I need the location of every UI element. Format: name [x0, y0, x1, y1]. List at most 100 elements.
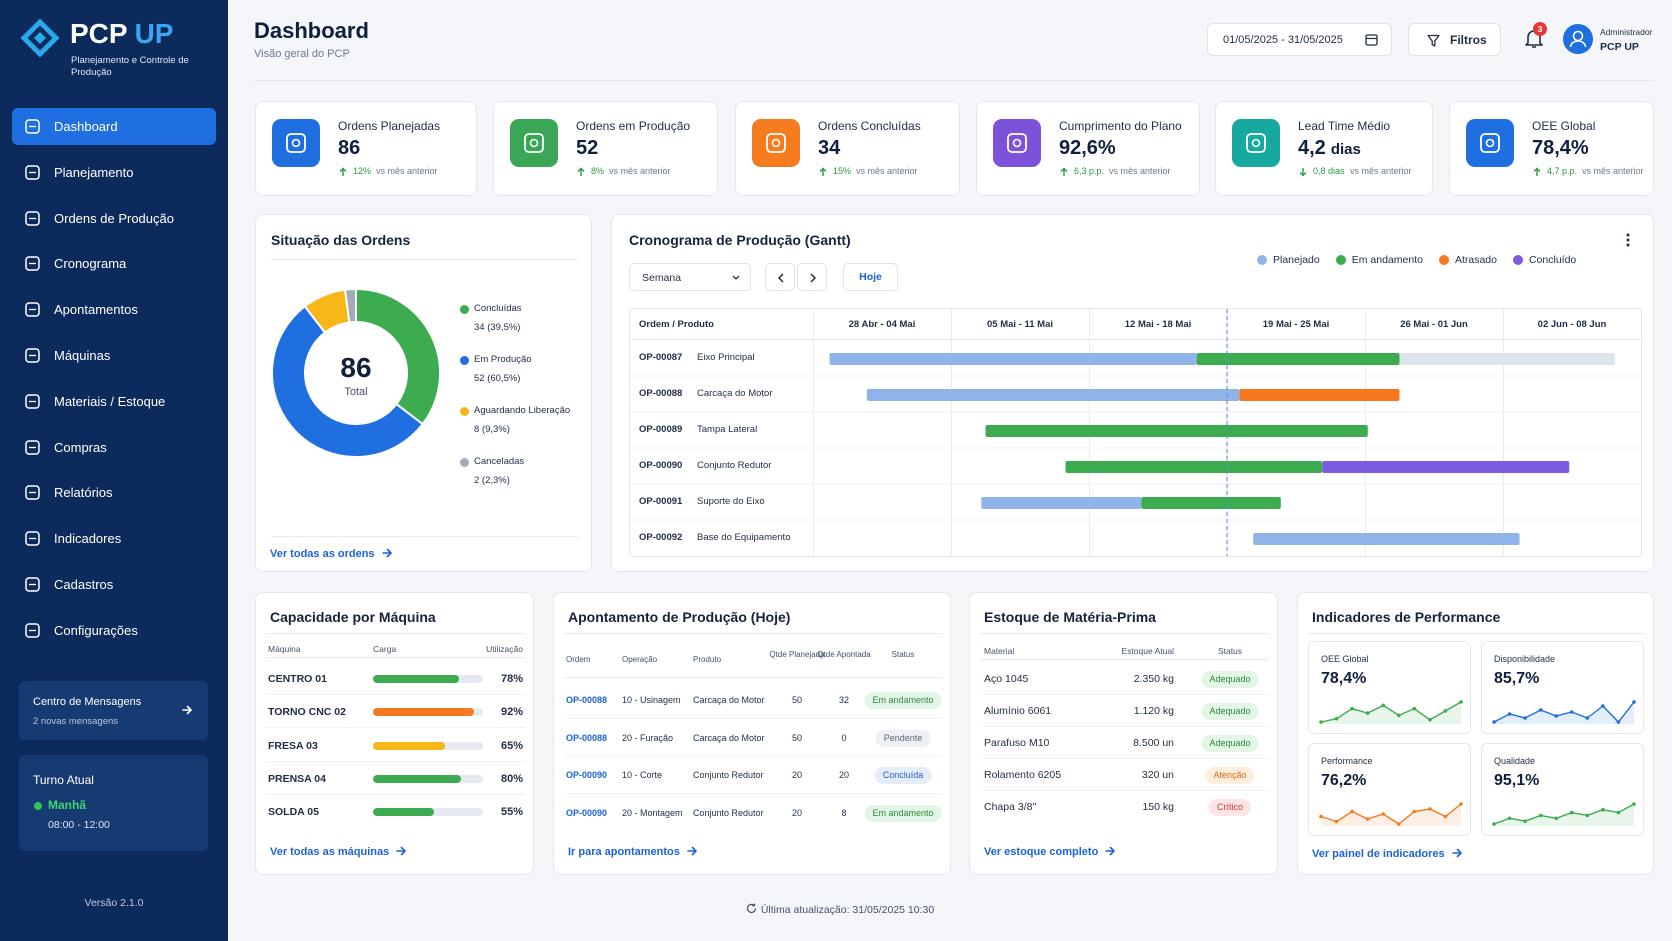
shift-dot	[34, 802, 42, 810]
menu-icon	[25, 485, 40, 501]
trend-icon	[577, 167, 585, 176]
trend-icon	[1299, 168, 1307, 177]
menu-label[interactable]: Ordens de Produção	[54, 210, 174, 226]
sparkline-point	[1585, 813, 1590, 818]
machine-name: SOLDA 05	[268, 806, 319, 819]
indicator-label: Disponibilidade	[1494, 654, 1556, 664]
divider	[271, 259, 578, 260]
shift-box: Turno Atual Manhã 08:00 - 12:00	[19, 755, 208, 851]
menu-item[interactable]: Ordens de Produção	[12, 200, 216, 237]
filters-label[interactable]: Filtros	[1450, 33, 1487, 47]
menu-label[interactable]: Cadastros	[54, 577, 114, 592]
menu-label[interactable]: Planejamento	[54, 164, 134, 180]
menu-item[interactable]: Configurações	[12, 612, 216, 649]
link-text[interactable]: Ir para apontamentos	[568, 846, 680, 858]
gantt-bar	[1065, 461, 1323, 473]
menu-item[interactable]: Indicadores	[12, 520, 216, 557]
menu-label[interactable]: Configurações	[54, 622, 138, 638]
kpi-card: Ordens Concluídas 34 15% vs mês anterior	[735, 101, 960, 196]
product-name: Conjunto Redutor	[697, 460, 772, 471]
menu-item[interactable]: Compras	[12, 429, 216, 466]
arrow-icon	[1451, 848, 1462, 858]
menu-item[interactable]: Dashboard	[12, 108, 216, 145]
sparkline-point	[1443, 814, 1448, 819]
messages-box[interactable]: Centro de Mensagens 2 novas mensagens	[19, 681, 208, 740]
shift-hours: 08:00 - 12:00	[48, 819, 110, 831]
legend-dot	[1438, 255, 1449, 265]
today-button[interactable]: Hoje	[843, 263, 898, 291]
menu-icon	[25, 119, 40, 134]
kpi-icon	[1480, 133, 1500, 153]
link-text[interactable]: Ver todas as ordens	[270, 548, 375, 560]
menu-label[interactable]: Dashboard	[54, 119, 118, 134]
order-link[interactable]: OP-00090	[566, 807, 608, 818]
view-select-value[interactable]: Semana	[642, 272, 682, 284]
cell: 8	[841, 807, 847, 818]
date-picker[interactable]: 01/05/2025 - 31/05/2025	[1207, 23, 1392, 56]
column-header: Qtde Planejada	[769, 650, 825, 659]
order-link[interactable]: OP-00088	[566, 695, 608, 705]
week-label: 26 Mai - 01 Jun	[1400, 319, 1468, 330]
kpi-card: Lead Time Médio 4,2 dias 0,8 dias vs mês ant…	[1215, 101, 1433, 196]
kpi-icon	[771, 138, 781, 148]
notification-badge[interactable]: 3	[1533, 22, 1547, 36]
arrow-icon	[1105, 846, 1116, 856]
donut-segment	[355, 287, 441, 426]
menu-label[interactable]: Cronograma	[54, 256, 127, 272]
menu-label[interactable]: Relatórios	[54, 485, 113, 501]
indicator-card: Performance 76,2%	[1308, 743, 1471, 836]
view-select[interactable]: Semana	[629, 263, 751, 291]
column-header: Produto	[693, 655, 722, 664]
menu-icon	[25, 394, 40, 409]
kpi-delta-note: vs mês anterior	[376, 166, 438, 176]
menu-item[interactable]: Planejamento	[12, 154, 216, 191]
menu-item[interactable]: Materiais / Estoque	[12, 383, 216, 420]
stock-quantity: 8.500 un	[1133, 737, 1174, 749]
menu-item[interactable]: Máquinas	[12, 337, 216, 374]
order-link[interactable]: OP-00088	[566, 732, 608, 743]
bar-track	[373, 774, 483, 783]
order-link[interactable]: OP-00090	[566, 770, 608, 780]
menu-icon	[25, 119, 40, 134]
menu-label[interactable]: Compras	[54, 439, 107, 455]
menu-label[interactable]: Máquinas	[54, 348, 111, 363]
menu-item[interactable]: Cadastros	[12, 566, 216, 603]
menu-icon	[25, 165, 40, 180]
nav-button[interactable]	[797, 263, 827, 291]
kpi-label: Ordens Planejadas	[338, 119, 441, 133]
indicator-value: 78,4%	[1321, 670, 1367, 687]
week-label: 12 Mai - 18 Mai	[1124, 319, 1192, 330]
nav-button[interactable]	[765, 263, 795, 291]
divider	[266, 727, 525, 729]
gantt-bar	[1399, 353, 1615, 365]
indicator-value: 76,2%	[1321, 772, 1367, 789]
menu-icon	[25, 623, 40, 638]
menu-item[interactable]: Cronograma	[12, 245, 216, 282]
link[interactable]: Ver todas as ordens	[270, 548, 392, 560]
sparkline-point	[1365, 711, 1370, 715]
kpi-value-number: 86	[338, 137, 361, 159]
menu-label[interactable]: Indicadores	[54, 531, 122, 547]
link-text[interactable]: Ver painel de indicadores	[1312, 848, 1445, 860]
date-range[interactable]: 01/05/2025 - 31/05/2025	[1223, 34, 1343, 46]
menu-item[interactable]: Relatórios	[12, 474, 216, 511]
divider	[980, 633, 1269, 634]
order-id: OP-00088	[639, 388, 683, 399]
link[interactable]: Ir para apontamentos	[568, 846, 697, 858]
link[interactable]: Ver estoque completo	[984, 846, 1116, 858]
menu-label[interactable]: Materiais / Estoque	[54, 393, 166, 409]
user-name[interactable]: PCP UP	[1600, 41, 1639, 53]
card-title: Indicadores de Performance	[1312, 609, 1501, 625]
menu-label[interactable]: Apontamentos	[54, 302, 138, 318]
link[interactable]: Ver painel de indicadores	[1312, 848, 1462, 860]
menu-item[interactable]: Apontamentos	[12, 291, 216, 328]
sparkline-point	[1319, 720, 1323, 724]
sparkline-area	[1321, 804, 1461, 826]
order-id: OP-00090	[639, 460, 683, 471]
filters-button[interactable]: Filtros	[1408, 23, 1501, 56]
legend-label: Em Produção	[474, 354, 532, 365]
link-text[interactable]: Ver estoque completo	[984, 846, 1099, 858]
link-text[interactable]: Ver todas as máquinas	[270, 846, 390, 858]
sparkline	[1492, 700, 1636, 724]
link[interactable]: Ver todas as máquinas	[270, 846, 407, 858]
